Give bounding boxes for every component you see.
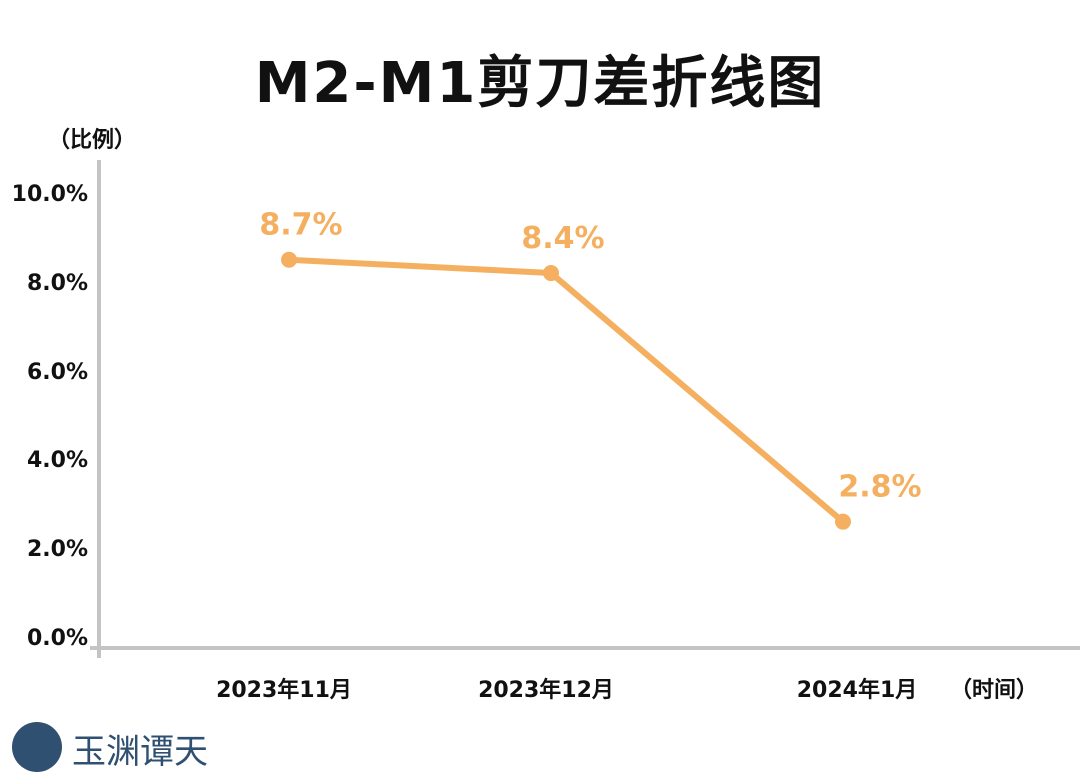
y-tick-label: 4.0% <box>26 448 88 474</box>
logo-text: 玉渊谭天 <box>72 732 208 772</box>
data-point <box>835 513 851 530</box>
logo-icon <box>12 722 62 772</box>
y-tick-label: 8.0% <box>26 270 88 296</box>
y-axis-label: （比例） <box>48 128 137 153</box>
x-tick-label: 2023年12月 <box>478 678 614 703</box>
data-label: 8.4% <box>521 221 604 256</box>
y-tick-label: 0.0% <box>26 626 88 651</box>
y-tick-label: 10.0% <box>11 182 88 207</box>
x-axis-label: （时间） <box>950 678 1039 703</box>
y-tick-label: 6.0% <box>26 359 88 385</box>
data-label: 2.8% <box>838 470 921 505</box>
x-tick-label: 2024年1月 <box>796 678 918 703</box>
data-label: 8.7% <box>259 208 342 243</box>
x-tick-label: 2023年11月 <box>216 678 352 703</box>
data-point <box>543 265 559 282</box>
y-tick-label: 2.0% <box>26 537 88 563</box>
series-line <box>288 256 845 524</box>
chart-title: M2-M1剪刀差折线图 <box>254 51 826 116</box>
data-point <box>281 251 297 268</box>
